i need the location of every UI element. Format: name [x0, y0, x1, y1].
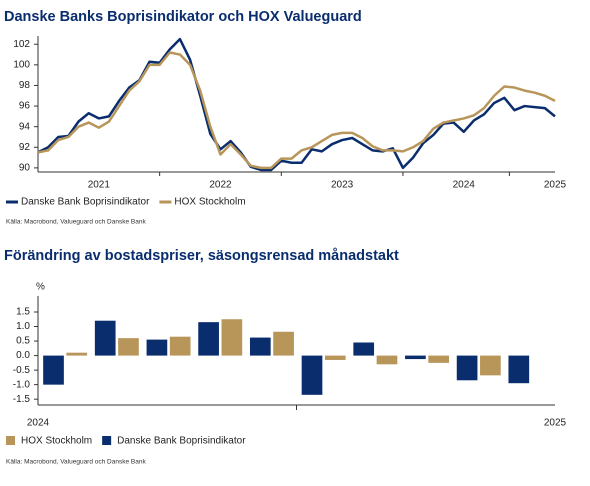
bar [43, 355, 64, 385]
bar [480, 355, 501, 376]
bar [198, 322, 219, 356]
source: Källa: Macrobond, Valueguard och Danske … [6, 219, 146, 226]
source: Källa: Macrobond, Valueguard och Danske … [6, 459, 146, 466]
bar [221, 319, 243, 356]
bar [428, 355, 450, 363]
legend-label: HOX Stockholm [174, 197, 245, 208]
y-tick-label: 94 [19, 121, 31, 132]
y-tick-label: 102 [13, 39, 30, 50]
x-tick-label: 2025 [544, 418, 567, 429]
y-tick-label: 1.5 [16, 307, 30, 318]
y-tick-label: 92 [19, 142, 31, 153]
y-tick-label: 90 [19, 163, 31, 174]
line-series [37, 51, 556, 170]
y-tick-label: 98 [19, 80, 31, 91]
y-tick-label: 0.5 [16, 336, 30, 347]
y-tick-label: -1.5 [13, 394, 31, 405]
y-tick-label: 100 [13, 59, 30, 70]
y-tick-label: 96 [19, 101, 31, 112]
bar [353, 342, 375, 356]
bar [456, 355, 478, 381]
bar [118, 338, 139, 356]
y-tick-label: -1.0 [13, 379, 31, 390]
bar [508, 355, 530, 384]
x-tick-label: 2024 [27, 418, 50, 429]
x-tick-label: 2022 [209, 180, 232, 191]
legend-swatch [102, 436, 112, 445]
bar [94, 320, 116, 356]
chart-title: Danske Banks Boprisindikator och HOX Val… [4, 9, 362, 25]
line-series [37, 37, 556, 172]
bar [169, 336, 191, 356]
bar [301, 355, 323, 395]
y-tick-label: 0.0 [16, 350, 30, 361]
bar [405, 355, 426, 360]
x-tick-label: 2025 [544, 180, 567, 191]
legend-label: Danske Bank Boprisindikator [21, 197, 150, 208]
y-tick-label: 1.0 [16, 321, 30, 332]
legend-swatch [6, 436, 15, 445]
chart-title: Förändring av bostadspriser, säsongsrens… [4, 248, 399, 264]
bar [249, 337, 271, 356]
legend-label: HOX Stockholm [21, 436, 92, 447]
bar [273, 331, 294, 356]
y-axis-label: % [36, 282, 45, 293]
bar [66, 352, 88, 356]
x-tick-label: 2024 [453, 180, 476, 191]
bar [376, 355, 398, 365]
x-tick-label: 2023 [331, 180, 354, 191]
legend-label: Danske Bank Boprisindikator [117, 436, 246, 447]
x-tick-label: 2021 [88, 180, 111, 191]
y-tick-label: -0.5 [13, 365, 31, 376]
bar [324, 355, 346, 360]
bar [146, 339, 168, 356]
